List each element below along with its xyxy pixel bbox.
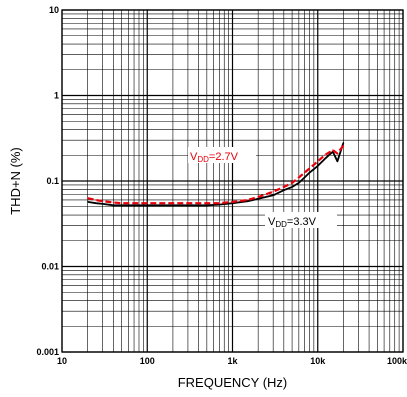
series-1-point (161, 202, 163, 204)
series-0-point (298, 182, 300, 184)
annotation-vdd-3v3-suffix: =3.3V (287, 216, 317, 228)
tick-labels: 10 100 1k 10k 100k 10 1 0.1 0.01 0.001 (36, 5, 407, 366)
y-tick-label: 10 (49, 5, 59, 15)
series-0-point (257, 198, 259, 200)
annotation-bg-2v7 (188, 147, 256, 163)
series-0-point (102, 203, 104, 205)
series-0-point (95, 202, 97, 204)
y-axis-label: THD+N (%) (8, 147, 23, 215)
series-0-point (172, 204, 174, 206)
series-0-point (323, 158, 326, 160)
series-0-point (246, 200, 249, 202)
series-0-point (133, 204, 135, 206)
series-0-point (206, 204, 208, 206)
series-1-point (257, 196, 259, 198)
series-1-point (246, 199, 249, 201)
series-0-point (161, 204, 163, 206)
series-1-point (336, 152, 338, 155)
series-1-point (291, 182, 293, 184)
y-tick-label: 0.01 (41, 262, 59, 272)
x-tick-label: 10k (310, 356, 326, 366)
series-0-point (317, 165, 319, 167)
series-0-point (308, 172, 311, 174)
series-0-point (146, 204, 148, 206)
x-axis-label: FREQUENCY (Hz) (178, 375, 288, 390)
series-0-point (342, 142, 345, 144)
series-0-point (120, 204, 123, 206)
series-1-point (112, 201, 114, 204)
y-tick-label: 0.1 (46, 176, 59, 186)
series-0-point (303, 176, 306, 179)
series-0-point (87, 201, 89, 203)
series-1-point (317, 160, 319, 162)
annotation-vdd-3v3: VDD=3.3V (268, 216, 317, 229)
series-1-point (303, 172, 306, 174)
series-line-0 (87, 142, 345, 207)
plot-frame (61, 9, 404, 353)
series-1-point (87, 197, 89, 199)
series-1-point (206, 202, 208, 204)
series-line-1 (87, 144, 345, 205)
annotation-vdd-3v3-sub: DD (275, 220, 287, 229)
series-0-point (291, 186, 293, 188)
x-tick-label: 10 (57, 356, 67, 366)
series-1-point (120, 202, 123, 204)
x-tick-label: 100k (387, 356, 407, 366)
series-1-point (272, 191, 274, 193)
series-1-point (133, 202, 135, 204)
series-1-point (298, 176, 300, 179)
series-layer (87, 142, 345, 207)
series-1-point (323, 154, 326, 156)
annotation-vdd-3v3-main: V (268, 216, 276, 228)
annotation-vdd-2v7-main: V (190, 151, 198, 163)
series-1-point (332, 149, 334, 151)
series-1-point (218, 202, 220, 204)
annotation-vdd-2v7: VDD=2.7V (190, 151, 239, 164)
series-0-point (272, 194, 274, 196)
series-1-point (102, 200, 104, 202)
series-1-point (95, 199, 97, 201)
series-1-point (283, 186, 285, 188)
series-1-point (231, 201, 234, 203)
annotation-vdd-2v7-suffix: =2.7V (209, 151, 239, 163)
series-0-point (187, 204, 189, 206)
x-tick-label: 100 (140, 356, 155, 366)
series-0-point (283, 189, 285, 191)
annotation-vdd-2v7-sub: DD (197, 155, 209, 164)
y-tick-label: 0.001 (36, 347, 59, 357)
annotation-bg-3v3 (265, 212, 337, 228)
y-tick-label: 1 (54, 91, 59, 101)
series-1-point (146, 202, 148, 204)
series-1-point (308, 167, 311, 170)
series-1-point (342, 144, 345, 147)
series-1-point (187, 202, 189, 204)
series-0-point (112, 204, 114, 206)
series-0-point (336, 160, 338, 162)
x-tick-label: 1k (227, 356, 238, 366)
series-1-point (172, 202, 174, 204)
